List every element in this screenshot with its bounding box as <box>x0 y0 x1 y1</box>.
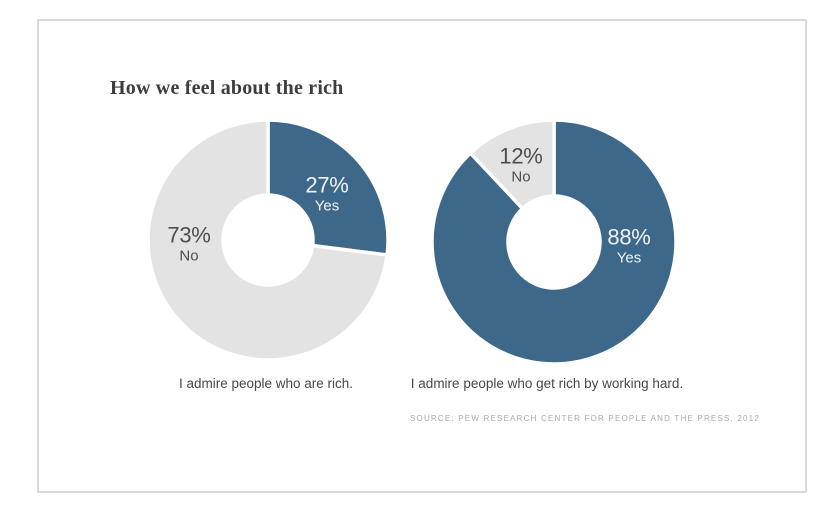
pie-slice-no <box>468 118 556 211</box>
donut-right-svg <box>430 118 678 366</box>
donut-left-svg <box>146 118 390 362</box>
donut-chart-rich-by-working-hard: 88% Yes 12% No <box>424 112 684 372</box>
chart-caption-left: I admire people who are rich. <box>178 376 354 391</box>
pie-slice-yes <box>430 118 678 366</box>
chart-title: How we feel about the rich <box>110 77 344 99</box>
donut-chart-admire-rich: 27% Yes 73% No <box>138 110 398 370</box>
pie-slice-no <box>146 118 390 362</box>
chart-caption-right: I admire people who get rich by working … <box>410 376 684 391</box>
source-note: SOURCE: PEW RESEARCH CENTER FOR PEOPLE A… <box>410 414 760 423</box>
chart-frame: How we feel about the rich 27% Yes 73% N… <box>37 19 807 493</box>
pie-slice-yes <box>266 118 390 257</box>
